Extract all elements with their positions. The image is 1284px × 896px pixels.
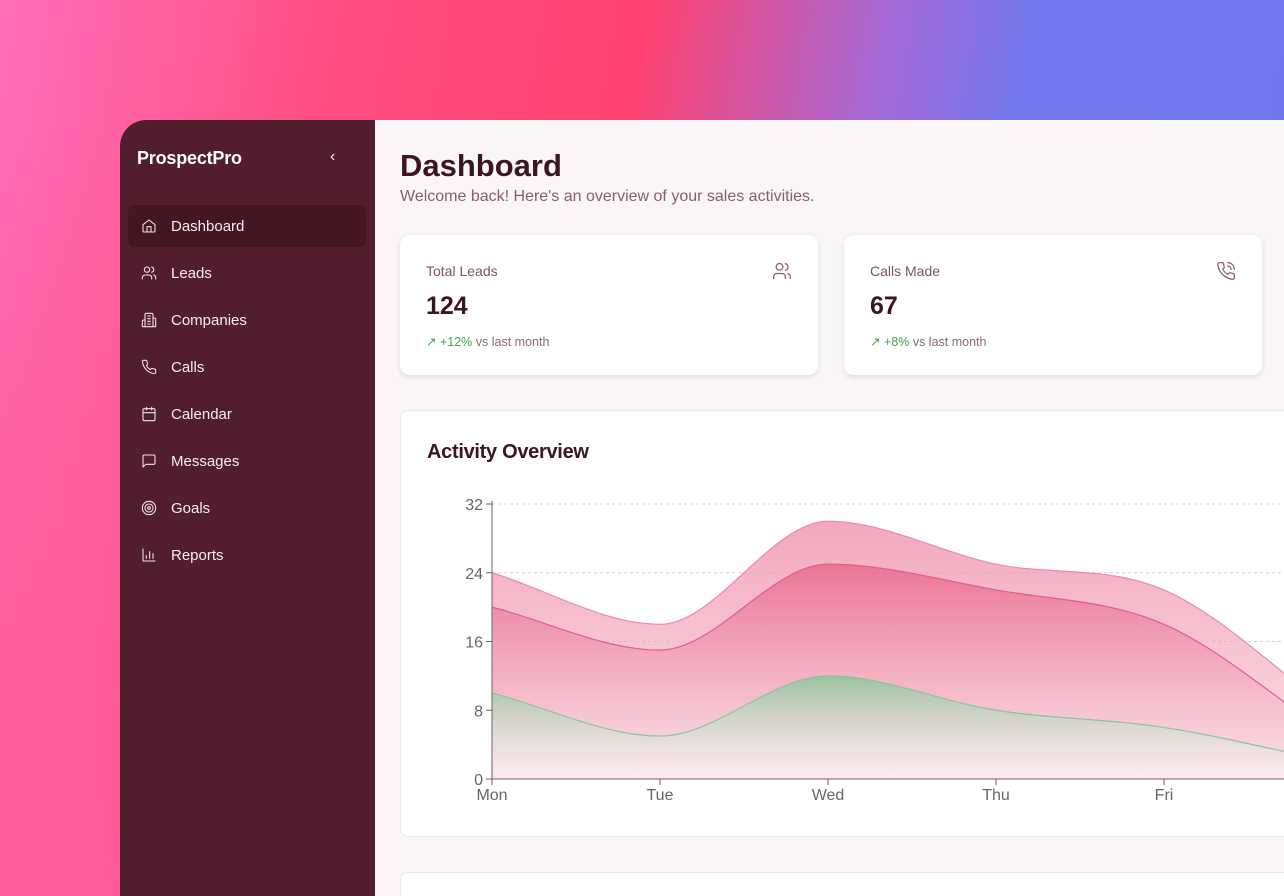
message-icon <box>142 454 156 468</box>
sidebar-item-calls[interactable]: Calls <box>128 346 366 388</box>
phone-call-icon <box>1217 262 1235 280</box>
sidebar-item-label: Calendar <box>171 405 232 423</box>
sidebar-item-label: Messages <box>171 452 240 470</box>
sidebar-item-label: Reports <box>171 546 224 564</box>
brand-logo: ProspectPro <box>137 148 242 168</box>
x-tick-label: Wed <box>812 787 845 804</box>
y-tick-label: 0 <box>474 772 483 789</box>
building-icon <box>141 312 157 328</box>
sidebar-item-leads[interactable]: Leads <box>128 252 366 294</box>
page-title: Dashboard <box>400 148 562 183</box>
main-content: Dashboard Welcome back! Here's an overvi… <box>375 120 1284 896</box>
stat-trend: ↗ +8% vs last month <box>870 334 986 349</box>
sidebar-item-reports[interactable]: Reports <box>128 534 366 576</box>
users-icon <box>141 266 157 280</box>
y-tick-label: 16 <box>465 635 483 652</box>
bar-chart-icon <box>142 548 156 562</box>
chart-title: Activity Overview <box>427 441 589 463</box>
sidebar: ProspectPro ‹ Dashboard Leads Companies … <box>120 120 375 896</box>
sidebar-item-companies[interactable]: Companies <box>128 299 366 341</box>
stat-trend: ↗ +12% vs last month <box>426 334 549 349</box>
line-series-2 <box>491 675 1284 753</box>
x-tick-label: Mon <box>476 787 507 804</box>
activity-overview-card: Activity Overview 0 8 16 24 32 Mon Tue Wed Thu Fr… <box>400 410 1284 837</box>
stat-change-suffix: vs last month <box>475 335 550 349</box>
area-series-2 <box>492 675 1284 779</box>
line-series-0 <box>491 520 1284 674</box>
users-icon <box>773 262 791 280</box>
sidebar-item-label: Goals <box>171 499 211 517</box>
y-tick-label: 24 <box>465 566 483 583</box>
stat-card-calls-made: Calls Made 67 ↗ +8% vs last month <box>844 235 1262 375</box>
x-tick-label: Tue <box>647 787 674 804</box>
stat-card-total-leads: Total Leads 124 ↗ +12% vs last month <box>400 235 818 375</box>
stat-label: Calls Made <box>870 263 941 279</box>
y-tick-label: 8 <box>474 703 483 720</box>
stat-change: +12% <box>439 335 473 349</box>
app-window: ProspectPro ‹ Dashboard Leads Companies … <box>120 120 1284 896</box>
stat-value: 124 <box>426 292 468 320</box>
stat-change-suffix: vs last month <box>912 335 987 349</box>
sidebar-item-messages[interactable]: Messages <box>128 440 366 482</box>
sidebar-item-label: Calls <box>171 358 205 376</box>
sidebar-item-label: Dashboard <box>171 217 245 235</box>
trend-up-icon: ↗ <box>870 335 884 349</box>
y-tick-label: 32 <box>465 497 483 514</box>
x-tick-label: Thu <box>982 787 1010 804</box>
activity-chart: 0 8 16 24 32 Mon Tue Wed Thu Fri <box>465 497 1284 804</box>
target-icon <box>141 500 157 516</box>
calendar-icon <box>142 406 156 422</box>
phone-icon <box>141 359 157 375</box>
sidebar-nav: Dashboard Leads Companies Calls Calendar… <box>128 205 366 581</box>
trend-up-icon: ↗ <box>426 335 440 349</box>
secondary-card <box>400 872 1284 896</box>
home-icon <box>142 219 156 233</box>
stat-value: 67 <box>870 292 898 320</box>
page-subtitle: Welcome back! Here's an overview of your… <box>400 188 815 205</box>
sidebar-item-goals[interactable]: Goals <box>128 487 366 529</box>
line-series-1 <box>491 563 1284 703</box>
sidebar-item-calendar[interactable]: Calendar <box>128 393 366 435</box>
chevron-left-icon[interactable]: ‹ <box>330 148 336 165</box>
stat-label: Total Leads <box>426 263 498 279</box>
stat-change: +8% <box>883 335 910 349</box>
sidebar-item-label: Companies <box>171 311 247 329</box>
x-tick-label: Fri <box>1155 787 1174 804</box>
sidebar-item-dashboard[interactable]: Dashboard <box>128 205 366 247</box>
sidebar-item-label: Leads <box>171 264 212 282</box>
